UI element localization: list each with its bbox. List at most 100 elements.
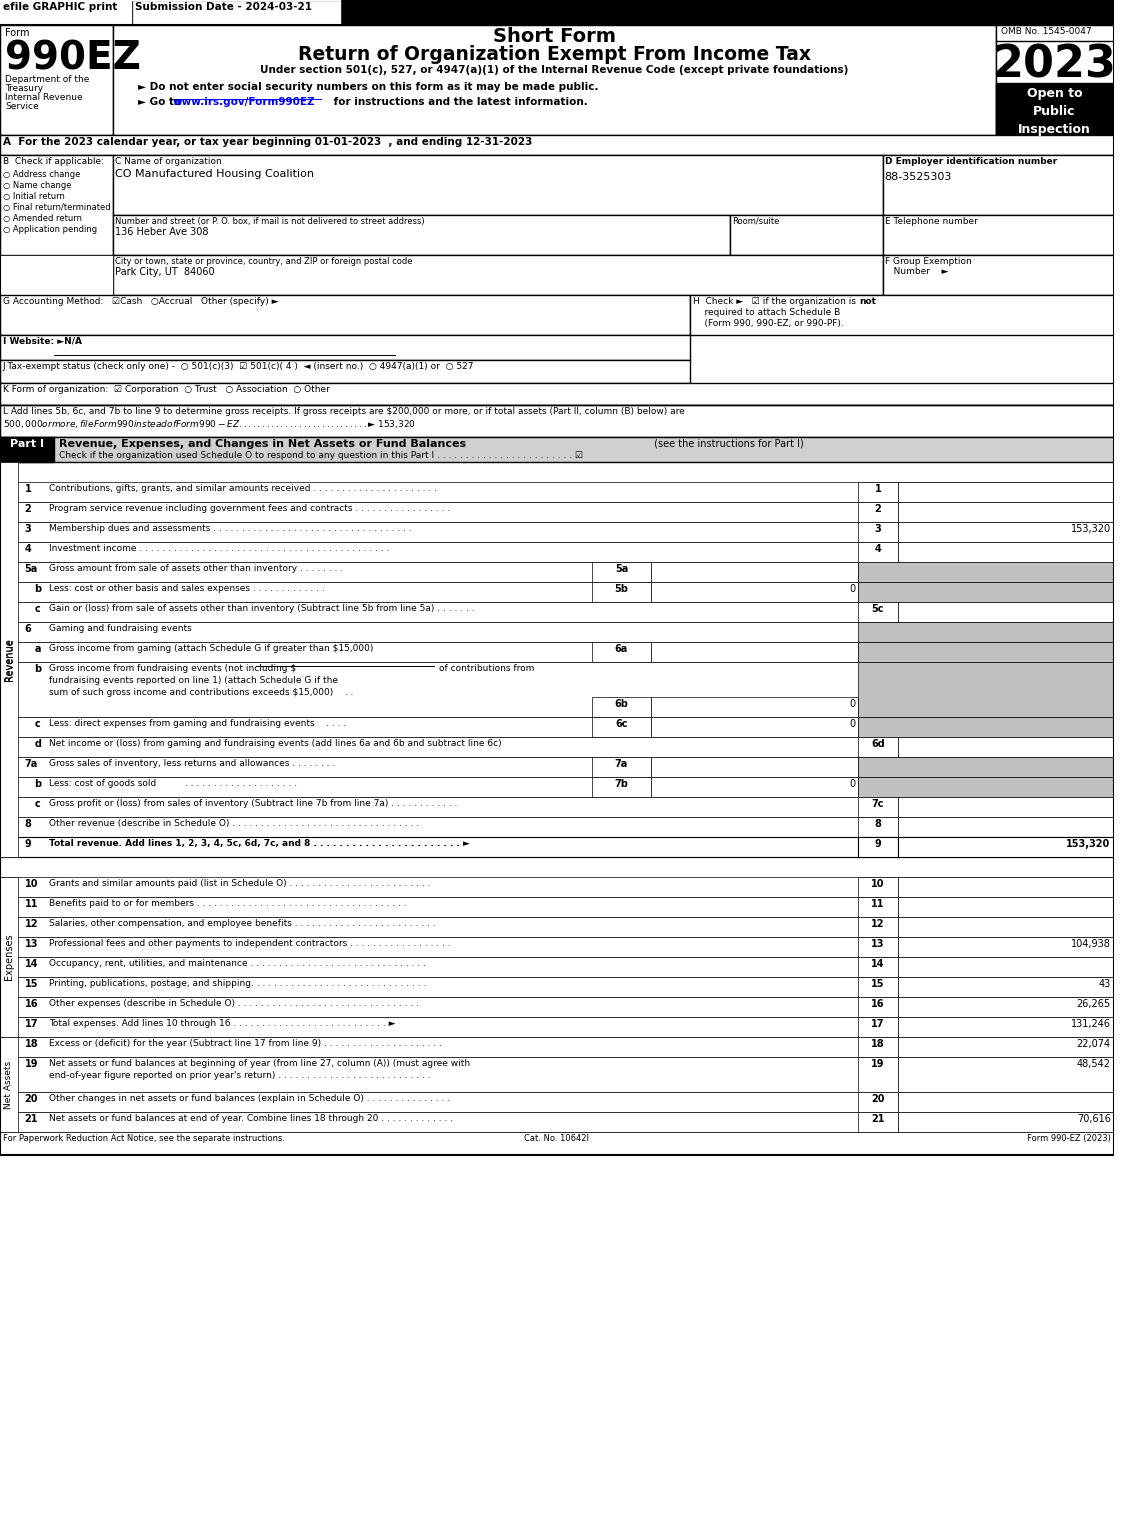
Text: 7a: 7a — [25, 759, 38, 769]
Text: ○ Application pending: ○ Application pending — [3, 226, 97, 233]
Text: 5b: 5b — [614, 584, 629, 595]
Text: B  Check if applicable:: B Check if applicable: — [3, 157, 104, 166]
Text: 6c: 6c — [615, 718, 628, 729]
Bar — [898, 1037, 1113, 1057]
Text: Net Assets: Net Assets — [5, 1061, 14, 1109]
Text: Less: cost of goods sold          . . . . . . . . . . . . . . . . . . . .: Less: cost of goods sold . . . . . . . .… — [50, 779, 297, 788]
Bar — [113, 24, 996, 136]
Text: 9: 9 — [875, 839, 882, 849]
Text: Revenue: Revenue — [3, 639, 14, 682]
Text: 131,246: 131,246 — [1070, 1019, 1111, 1029]
Text: Excess or (deficit) for the year (Subtract line 17 from line 9) . . . . . . . . : Excess or (deficit) for the year (Subtra… — [50, 1039, 443, 1048]
Text: Other revenue (describe in Schedule O) . . . . . . . . . . . . . . . . . . . . .: Other revenue (describe in Schedule O) .… — [50, 819, 420, 828]
Bar — [898, 936, 1113, 958]
Bar — [898, 958, 1113, 978]
Text: 136 Heber Ave 308: 136 Heber Ave 308 — [115, 227, 209, 236]
Bar — [651, 642, 858, 662]
Bar — [729, 215, 883, 255]
Text: of contributions from: of contributions from — [439, 663, 534, 673]
Bar — [0, 462, 18, 857]
Text: E Telephone number: E Telephone number — [885, 217, 978, 226]
Bar — [0, 136, 1113, 156]
Text: 16: 16 — [872, 999, 885, 1010]
Bar — [858, 662, 1113, 717]
Bar — [0, 798, 1113, 817]
Text: Gross amount from sale of assets other than inventory . . . . . . . .: Gross amount from sale of assets other t… — [50, 564, 343, 573]
Bar — [0, 1037, 1113, 1057]
Text: c: c — [35, 799, 41, 808]
Text: Expenses: Expenses — [3, 933, 14, 981]
Text: Occupancy, rent, utilities, and maintenance . . . . . . . . . . . . . . . . . . : Occupancy, rent, utilities, and maintena… — [50, 959, 426, 968]
Bar — [0, 502, 1113, 522]
Bar — [858, 1092, 898, 1112]
Text: 26,265: 26,265 — [1076, 999, 1111, 1010]
Bar — [858, 1037, 898, 1057]
Bar — [858, 502, 898, 522]
Text: Gross sales of inventory, less returns and allowances . . . . . . . .: Gross sales of inventory, less returns a… — [50, 759, 335, 769]
Bar — [0, 383, 1113, 406]
Bar — [0, 360, 691, 383]
Bar — [898, 837, 1113, 857]
Bar — [0, 662, 1113, 717]
Bar — [898, 817, 1113, 837]
Text: c: c — [35, 604, 41, 615]
Bar — [651, 717, 858, 737]
Bar — [898, 877, 1113, 897]
Text: OMB No. 1545-0047: OMB No. 1545-0047 — [1001, 27, 1092, 37]
Bar — [0, 0, 130, 24]
Text: 7a: 7a — [615, 759, 628, 769]
Bar — [898, 978, 1113, 997]
Text: 12: 12 — [872, 920, 885, 929]
Text: Gross income from gaming (attach Schedule G if greater than $15,000): Gross income from gaming (attach Schedul… — [50, 644, 374, 653]
Bar — [898, 522, 1113, 541]
Text: b: b — [35, 779, 42, 788]
Bar — [592, 583, 651, 602]
Bar — [898, 737, 1113, 756]
Text: 70,616: 70,616 — [1077, 1113, 1111, 1124]
Text: not: not — [859, 297, 876, 307]
Text: Printing, publications, postage, and shipping. . . . . . . . . . . . . . . . . .: Printing, publications, postage, and shi… — [50, 979, 427, 988]
Bar — [113, 215, 729, 255]
Bar — [858, 897, 898, 917]
Text: (Form 990, 990-EZ, or 990-PF).: (Form 990, 990-EZ, or 990-PF). — [693, 319, 844, 328]
Bar — [0, 717, 1113, 737]
Text: 3: 3 — [875, 525, 882, 534]
Text: CO Manufactured Housing Coalition: CO Manufactured Housing Coalition — [115, 169, 314, 178]
Text: Part I: Part I — [10, 439, 44, 448]
Text: ► Go to: ► Go to — [138, 98, 185, 107]
Text: Less: direct expenses from gaming and fundraising events    . . . .: Less: direct expenses from gaming and fu… — [50, 718, 347, 727]
Bar — [592, 642, 651, 662]
Text: Gaming and fundraising events: Gaming and fundraising events — [50, 624, 192, 633]
Bar — [898, 602, 1113, 622]
Bar — [996, 82, 1113, 136]
Text: Room/suite: Room/suite — [732, 217, 779, 226]
Bar — [0, 602, 1113, 622]
Text: Internal Revenue: Internal Revenue — [5, 93, 82, 102]
Text: A  For the 2023 calendar year, or tax year beginning 01-01-2023  , and ending 12: A For the 2023 calendar year, or tax yea… — [3, 137, 533, 146]
Bar — [858, 756, 1113, 778]
Text: Number and street (or P. O. box, if mail is not delivered to street address): Number and street (or P. O. box, if mail… — [115, 217, 425, 226]
Bar — [651, 778, 858, 798]
Bar — [651, 583, 858, 602]
Text: 5c: 5c — [872, 604, 884, 615]
Bar — [858, 737, 898, 756]
Text: 153,320: 153,320 — [1070, 525, 1111, 534]
Text: 14: 14 — [872, 959, 885, 968]
Text: 15: 15 — [25, 979, 38, 990]
Text: Department of the: Department of the — [5, 75, 89, 84]
Text: 104,938: 104,938 — [1070, 939, 1111, 949]
Text: 6b: 6b — [614, 698, 629, 709]
Text: efile GRAPHIC print: efile GRAPHIC print — [3, 2, 117, 12]
Bar — [898, 502, 1113, 522]
Bar — [0, 897, 1113, 917]
Bar — [592, 697, 651, 717]
Text: 0: 0 — [849, 584, 855, 595]
Text: H  Check ►   ☑ if the organization is: H Check ► ☑ if the organization is — [693, 297, 859, 307]
Bar — [858, 1057, 898, 1092]
Text: Form 990-EZ (2023): Form 990-EZ (2023) — [1026, 1135, 1111, 1144]
Text: Net assets or fund balances at end of year. Combine lines 18 through 20 . . . . : Net assets or fund balances at end of ye… — [50, 1113, 454, 1122]
Text: ○ Address change: ○ Address change — [3, 169, 80, 178]
Text: Gain or (loss) from sale of assets other than inventory (Subtract line 5b from l: Gain or (loss) from sale of assets other… — [50, 604, 475, 613]
Text: 17: 17 — [25, 1019, 38, 1029]
Bar — [0, 817, 1113, 837]
